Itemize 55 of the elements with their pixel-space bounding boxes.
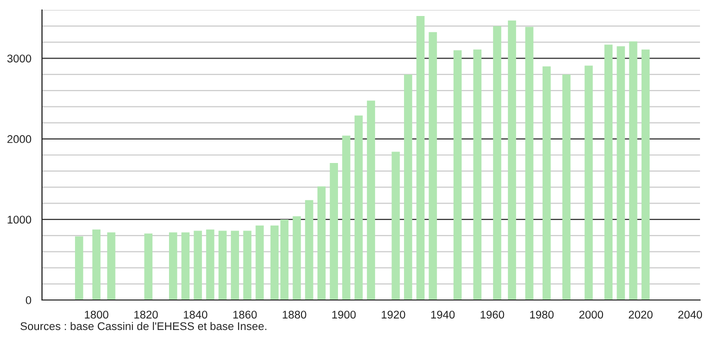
bar bbox=[392, 152, 400, 300]
x-tick-label: 1980 bbox=[530, 310, 554, 319]
bar bbox=[354, 116, 363, 300]
bar bbox=[292, 216, 301, 300]
bar bbox=[453, 50, 462, 300]
bar bbox=[75, 236, 84, 300]
x-tick-label: 1820 bbox=[134, 310, 158, 319]
bar bbox=[317, 186, 326, 300]
bar bbox=[230, 230, 240, 300]
x-tick-label: 2040 bbox=[678, 310, 702, 319]
bar bbox=[206, 230, 214, 300]
x-tick-label: 1840 bbox=[184, 310, 208, 319]
bar bbox=[629, 41, 638, 300]
bar bbox=[92, 230, 101, 300]
bar bbox=[508, 20, 516, 300]
bar bbox=[542, 66, 551, 300]
bar bbox=[428, 32, 437, 300]
bar bbox=[305, 200, 314, 300]
y-tick-label: 2000 bbox=[7, 135, 32, 144]
bar bbox=[194, 230, 202, 300]
bar bbox=[416, 16, 425, 300]
x-tick-label: 2020 bbox=[628, 310, 653, 319]
x-tick-label: 1900 bbox=[332, 310, 356, 319]
bar bbox=[562, 74, 571, 300]
bar bbox=[616, 46, 625, 300]
bar bbox=[144, 234, 152, 300]
source-note: Sources : base Cassini de l'EHESS et base Insee. bbox=[20, 322, 266, 330]
x-tick-label: 1960 bbox=[480, 310, 504, 319]
x-tick-label: 1880 bbox=[282, 310, 306, 319]
bar bbox=[256, 225, 264, 300]
bar bbox=[270, 225, 279, 300]
bar bbox=[330, 163, 338, 300]
x-tick-label: 2000 bbox=[579, 310, 604, 319]
bar bbox=[280, 219, 289, 300]
bar bbox=[584, 66, 593, 300]
bar bbox=[107, 232, 116, 300]
bar bbox=[641, 49, 650, 300]
bar bbox=[181, 232, 190, 300]
y-tick-label: 0 bbox=[26, 296, 32, 304]
y-tick-label: 1000 bbox=[8, 216, 32, 224]
y-tick-label: 3000 bbox=[7, 54, 32, 62]
bar bbox=[366, 100, 376, 300]
bar bbox=[169, 232, 178, 300]
bar bbox=[473, 49, 482, 300]
bar bbox=[493, 26, 502, 300]
x-tick-label: 1940 bbox=[431, 310, 455, 319]
x-tick-label: 1800 bbox=[84, 310, 108, 319]
bar bbox=[404, 74, 412, 300]
x-tick-label: 1860 bbox=[233, 310, 257, 319]
bar bbox=[604, 44, 613, 300]
x-tick-label: 1920 bbox=[382, 310, 406, 319]
bar bbox=[525, 26, 534, 300]
bar bbox=[342, 136, 350, 300]
bar bbox=[218, 230, 227, 300]
bar bbox=[243, 230, 252, 300]
